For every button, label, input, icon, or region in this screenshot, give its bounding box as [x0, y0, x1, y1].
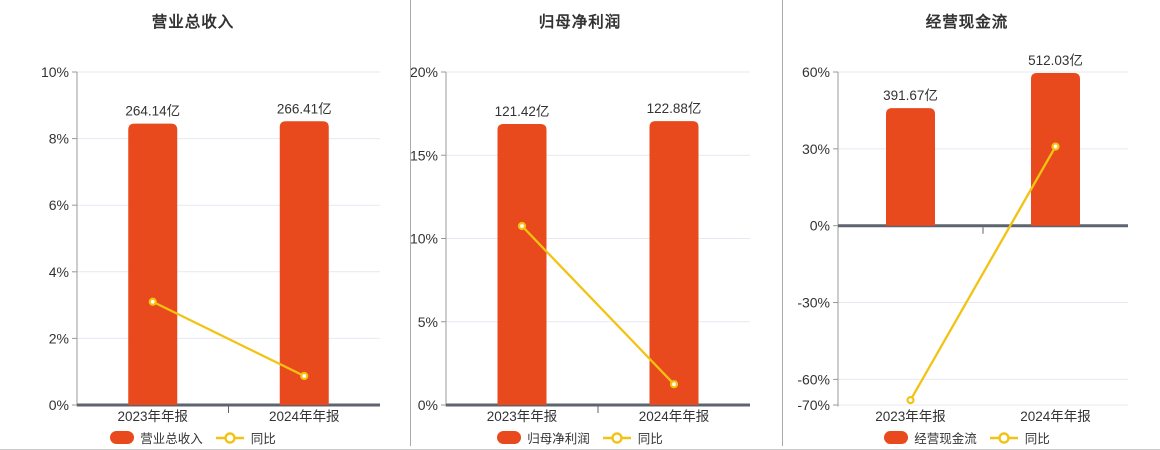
category-label: 2023年年报: [875, 409, 946, 424]
bar-value-label: 512.03亿: [1028, 53, 1083, 68]
y-tick-label: 20%: [410, 64, 438, 80]
line-series-swatch: [602, 431, 632, 445]
y-tick-label: 10%: [41, 64, 69, 80]
bar-series-swatch: [110, 431, 135, 444]
y-tick-label: 10%: [410, 231, 438, 247]
legend-label: 营业总收入: [140, 432, 203, 446]
bar: [279, 121, 329, 405]
yoy-point: [669, 380, 679, 389]
revenue-legend: 营业总收入 同比: [0, 428, 386, 447]
y-tick-label: 4%: [49, 264, 69, 280]
yoy-point: [517, 221, 527, 231]
bar-series-swatch: [497, 431, 522, 444]
y-tick-label: 15%: [410, 147, 438, 163]
cash-flow-chart-panel: 经营现金流 60% 30% 0% -30% -60% -70% 391.67亿 2023年年报…: [774, 0, 1160, 450]
legend-label: 同比: [1024, 432, 1050, 446]
y-tick-label: 0%: [810, 218, 830, 234]
legend-label: 同比: [637, 432, 663, 446]
line-series-swatch: [215, 431, 245, 445]
category-label: 2024年年报: [639, 409, 710, 424]
legend-label: 同比: [250, 432, 276, 446]
category-label: 2024年年报: [1020, 409, 1091, 424]
bar-value-label: 122.88亿: [647, 101, 702, 116]
y-tick-label: 0%: [418, 397, 438, 413]
panel-separator: [410, 0, 411, 446]
y-tick-label: 8%: [49, 131, 69, 147]
cash-flow-legend: 经营现金流 同比: [774, 428, 1160, 447]
legend-item-line-series[interactable]: 同比: [215, 428, 276, 447]
y-tick-label: 5%: [418, 314, 438, 330]
cash-flow-plot: 60% 30% 0% -30% -60% -70% 391.67亿 2023年年报 512.03…: [797, 53, 1128, 424]
net-profit-chart-panel: 归母净利润 20% 15% 10% 5% 0% 121.42亿 2023年年报 122.88亿…: [387, 0, 773, 450]
yoy-line: [909, 145, 1057, 401]
legend-item-bar-series[interactable]: 营业总收入: [110, 428, 203, 447]
yoy-point: [906, 396, 915, 405]
legend-item-line-series[interactable]: 同比: [989, 428, 1050, 447]
bar: [649, 121, 699, 406]
y-tick-label: 2%: [49, 330, 69, 346]
yoy-point: [148, 297, 157, 306]
legend-item-bar-series[interactable]: 经营现金流: [884, 428, 977, 447]
y-tick-label: 30%: [802, 141, 830, 157]
bar-value-label: 391.67亿: [883, 88, 938, 103]
net-profit-plot: 20% 15% 10% 5% 0% 121.42亿 2023年年报 122.88亿 2024年年…: [410, 64, 750, 424]
panel-separator: [782, 0, 783, 446]
yoy-point: [300, 371, 309, 381]
legend-item-line-series[interactable]: 同比: [602, 428, 663, 447]
y-tick-label: 6%: [49, 197, 69, 213]
bar-value-label: 264.14亿: [125, 104, 180, 119]
y-tick-label: 0%: [49, 397, 69, 413]
y-tick-label: -60%: [797, 371, 830, 387]
bar-series-swatch: [884, 431, 909, 444]
y-tick-label: 60%: [802, 64, 830, 80]
bar: [886, 108, 935, 226]
bar: [128, 123, 178, 406]
y-tick-label: -70%: [797, 397, 830, 413]
y-tick-label: -30%: [797, 295, 830, 311]
bar-value-label: 266.41亿: [277, 101, 332, 116]
cash-flow-chart-title: 经营现金流: [925, 14, 1009, 31]
legend-item-bar-series[interactable]: 归母净利润: [497, 428, 590, 447]
revenue-chart-panel: 营业总收入 10% 8% 6% 4% 2% 0% 264.14亿 2023年年报 266.41亿…: [0, 0, 386, 450]
revenue-plot: 10% 8% 6% 4% 2% 0% 264.14亿 2023年年报 266.41亿 2024年年…: [41, 64, 380, 424]
bar: [497, 123, 547, 405]
net-profit-chart-title: 归母净利润: [538, 14, 622, 31]
yoy-point: [1051, 142, 1060, 151]
category-label: 2023年年报: [117, 409, 188, 424]
category-label: 2024年年报: [269, 409, 340, 424]
yoy-line: [521, 225, 675, 385]
yoy-line: [152, 300, 305, 378]
legend-label: 经营现金流: [914, 432, 977, 446]
category-label: 2023年年报: [487, 409, 558, 424]
line-series-swatch: [989, 431, 1019, 445]
net-profit-legend: 归母净利润 同比: [387, 428, 773, 447]
revenue-chart-title: 营业总收入: [151, 14, 235, 31]
bar-value-label: 121.42亿: [495, 104, 550, 119]
legend-label: 归母净利润: [527, 432, 590, 446]
